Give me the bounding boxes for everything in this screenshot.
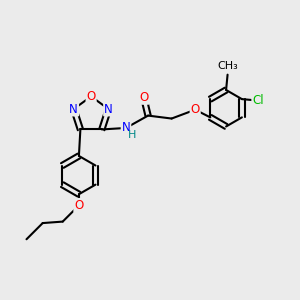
Text: Cl: Cl: [252, 94, 264, 107]
Text: H: H: [128, 130, 137, 140]
Text: CH₃: CH₃: [217, 61, 238, 71]
Text: O: O: [190, 103, 200, 116]
Text: N: N: [69, 103, 78, 116]
Text: O: O: [86, 90, 96, 103]
Text: N: N: [122, 122, 130, 134]
Text: N: N: [104, 103, 113, 116]
Text: O: O: [139, 91, 148, 104]
Text: O: O: [74, 199, 83, 212]
